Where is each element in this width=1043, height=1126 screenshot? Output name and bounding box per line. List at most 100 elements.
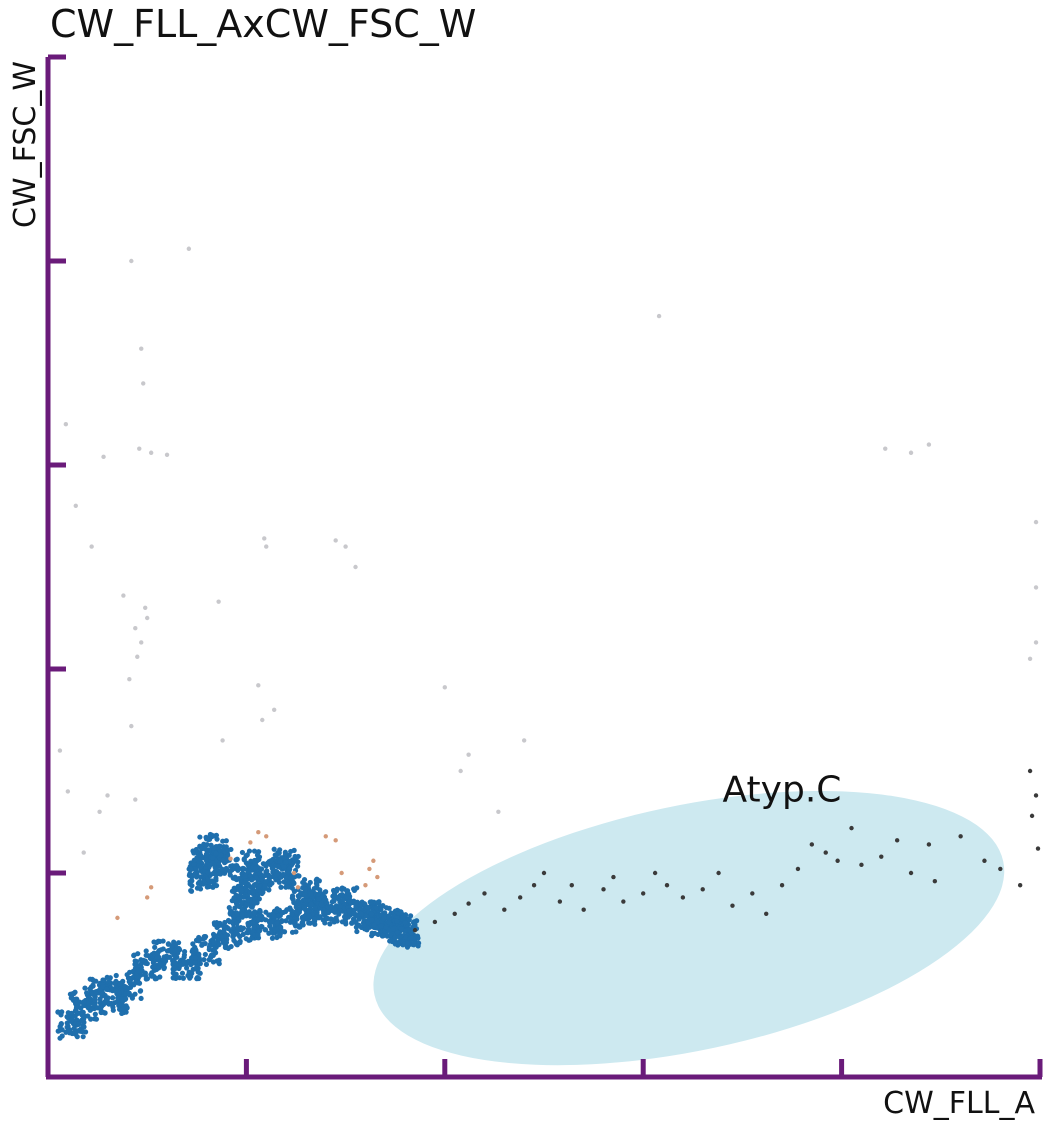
series-0-point-28-37 bbox=[302, 881, 308, 888]
series-2-point-35 bbox=[883, 446, 888, 451]
series-0-point-25-58 bbox=[245, 897, 251, 904]
series-2-point-28 bbox=[353, 564, 358, 570]
series-0-point-31-54 bbox=[358, 911, 364, 917]
series-0-point-0-56 bbox=[79, 1028, 86, 1035]
series-0-point-7-55 bbox=[186, 969, 192, 975]
series-0-point-4-49 bbox=[123, 996, 129, 1002]
series-0-point-8-52 bbox=[206, 946, 212, 953]
series-3-point-31 bbox=[879, 854, 884, 859]
series-0-point-1-25 bbox=[92, 1011, 98, 1017]
series-0-point-4-56 bbox=[112, 980, 118, 986]
series-0-point-9-46 bbox=[212, 933, 219, 939]
series-0-point-0-52 bbox=[57, 1035, 63, 1041]
series-0-point-32-42 bbox=[369, 930, 375, 936]
series-0-point-24-55 bbox=[241, 880, 248, 886]
series-0-point-6-31 bbox=[161, 965, 167, 971]
series-0-point-29-34 bbox=[301, 905, 308, 911]
series-1-point-12 bbox=[363, 883, 368, 888]
gate-label: Atyp.C bbox=[723, 770, 842, 811]
series-3-point-40 bbox=[1029, 813, 1035, 819]
series-0-point-22-38 bbox=[234, 856, 240, 862]
series-0-point-21-8 bbox=[213, 850, 219, 856]
series-0-point-6-59 bbox=[169, 943, 175, 949]
series-0-point-33-52 bbox=[396, 934, 403, 940]
series-0-point-29-54 bbox=[315, 896, 322, 902]
series-0-point-33-51 bbox=[402, 919, 409, 926]
series-0-point-32-38 bbox=[375, 931, 381, 938]
series-2-point-26 bbox=[333, 538, 338, 543]
series-0-point-2-38 bbox=[81, 999, 87, 1005]
series-0-point-14-51 bbox=[342, 919, 349, 925]
series-0-point-27-57 bbox=[285, 869, 291, 875]
series-0-point-8-26 bbox=[210, 959, 217, 965]
series-3-point-43 bbox=[1035, 846, 1041, 851]
series-0-point-8-44 bbox=[208, 952, 215, 958]
series-1-point-7 bbox=[291, 870, 297, 876]
series-2-point-7 bbox=[133, 626, 138, 631]
series-2-point-10 bbox=[143, 605, 148, 610]
series-0-point-10-57 bbox=[245, 926, 252, 932]
series-0-point-18-58 bbox=[192, 871, 198, 878]
series-0-point-25-53 bbox=[250, 889, 256, 895]
series-0-point-4-41 bbox=[119, 996, 125, 1002]
y-axis-label: CW_FSC_W bbox=[8, 61, 43, 228]
series-1-point-6 bbox=[264, 834, 269, 839]
series-0-point-32-19 bbox=[371, 922, 377, 928]
series-3-point-20 bbox=[716, 870, 721, 876]
series-0-point-10-45 bbox=[231, 925, 237, 931]
series-0-point-7-56 bbox=[181, 959, 187, 965]
series-2-point-29 bbox=[442, 685, 447, 690]
series-0-point-6-56 bbox=[162, 958, 169, 964]
series-1-point-9 bbox=[323, 834, 328, 839]
series-0-point-3-44 bbox=[109, 1002, 115, 1008]
series-2-point-2 bbox=[101, 454, 106, 460]
series-3-point-37 bbox=[982, 858, 987, 863]
series-0-point-2-39 bbox=[92, 1002, 98, 1008]
series-0-point-32-6 bbox=[380, 932, 386, 939]
series-0-point-28-59 bbox=[289, 877, 295, 884]
series-0-point-11-43 bbox=[251, 924, 257, 930]
series-0-point-30-43 bbox=[339, 898, 345, 904]
series-2-point-12 bbox=[148, 450, 154, 455]
series-0-point-1-49 bbox=[72, 1013, 78, 1019]
series-1-point-10 bbox=[333, 838, 338, 843]
series-2-point-25 bbox=[271, 707, 277, 712]
series-0-point-27-25 bbox=[262, 861, 268, 867]
series-0-point-10-54 bbox=[231, 916, 237, 922]
series-0-point-27-56 bbox=[268, 858, 274, 864]
series-0-point-1-34 bbox=[88, 1016, 94, 1022]
series-0-point-29-56 bbox=[321, 910, 327, 916]
series-0-point-28-52 bbox=[314, 878, 320, 884]
series-0-point-33-58 bbox=[405, 940, 411, 946]
chart-title: CW_FLL_AxCW_FSC_W bbox=[50, 2, 477, 46]
series-0-point-3-33 bbox=[97, 987, 103, 993]
series-0-point-24-49 bbox=[259, 876, 265, 882]
series-0-point-33-35 bbox=[408, 935, 414, 941]
series-0-point-12-45 bbox=[283, 918, 289, 924]
series-3-point-0 bbox=[412, 927, 418, 933]
series-0-point-25-34 bbox=[234, 911, 240, 917]
series-2-point-19 bbox=[216, 599, 221, 604]
series-0-point-0-24 bbox=[80, 1034, 86, 1040]
series-2-point-21 bbox=[256, 683, 261, 688]
series-0-point-1-39 bbox=[69, 995, 75, 1001]
series-0-point-4-44 bbox=[129, 995, 136, 1001]
series-0-point-0-47 bbox=[59, 1009, 65, 1015]
series-3-point-7 bbox=[531, 883, 537, 888]
series-0-point-24-38 bbox=[251, 883, 257, 890]
series-0-point-18-51 bbox=[213, 882, 220, 889]
series-3-point-8 bbox=[541, 870, 547, 876]
series-0-point-29-36 bbox=[311, 916, 318, 922]
series-0-point-6-52 bbox=[154, 940, 160, 946]
series-2-point-17 bbox=[164, 452, 170, 457]
series-0-point-26-46 bbox=[291, 847, 297, 853]
series-0-point-22-45 bbox=[254, 852, 261, 858]
series-0-point-21-57 bbox=[210, 860, 216, 866]
series-0-point-12-26 bbox=[289, 929, 296, 935]
series-0-point-5-51 bbox=[143, 976, 149, 982]
series-0-point-3-56 bbox=[98, 1004, 104, 1010]
series-0-point-21-25 bbox=[205, 869, 211, 876]
series-0-point-9-57 bbox=[211, 921, 218, 928]
series-0-point-21-48 bbox=[213, 872, 219, 878]
series-3-point-33 bbox=[908, 870, 914, 876]
